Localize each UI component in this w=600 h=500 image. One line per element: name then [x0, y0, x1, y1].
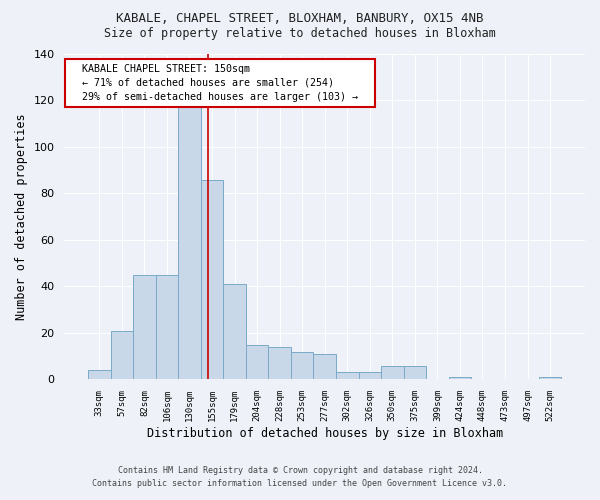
Text: Size of property relative to detached houses in Bloxham: Size of property relative to detached ho… — [104, 28, 496, 40]
Bar — [268, 347, 291, 380]
Bar — [539, 377, 562, 380]
Bar — [381, 366, 404, 380]
Bar — [178, 89, 201, 380]
Bar — [155, 275, 178, 380]
Bar — [291, 352, 313, 380]
Text: Contains HM Land Registry data © Crown copyright and database right 2024.
Contai: Contains HM Land Registry data © Crown c… — [92, 466, 508, 487]
Bar — [336, 372, 359, 380]
X-axis label: Distribution of detached houses by size in Bloxham: Distribution of detached houses by size … — [146, 427, 503, 440]
Bar — [313, 354, 336, 380]
Y-axis label: Number of detached properties: Number of detached properties — [15, 114, 28, 320]
Bar — [449, 377, 471, 380]
Bar — [133, 275, 155, 380]
Bar — [110, 330, 133, 380]
Bar — [359, 372, 381, 380]
Bar — [201, 180, 223, 380]
Text: KABALE CHAPEL STREET: 150sqm  
  ← 71% of detached houses are smaller (254)  
  : KABALE CHAPEL STREET: 150sqm ← 71% of de… — [70, 64, 370, 102]
Bar — [246, 344, 268, 380]
Bar — [404, 366, 426, 380]
Bar — [223, 284, 246, 380]
Text: KABALE, CHAPEL STREET, BLOXHAM, BANBURY, OX15 4NB: KABALE, CHAPEL STREET, BLOXHAM, BANBURY,… — [116, 12, 484, 26]
Bar — [88, 370, 110, 380]
